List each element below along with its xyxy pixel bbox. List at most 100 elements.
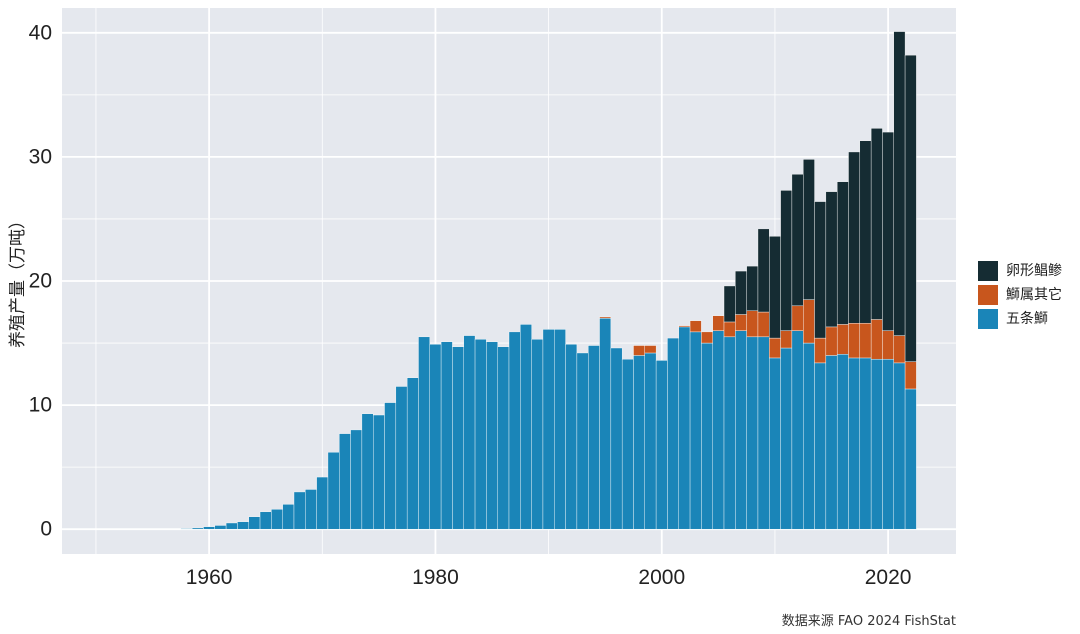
bar-segment: [452, 346, 464, 530]
legend-swatch: [978, 285, 998, 305]
legend-swatch: [978, 261, 998, 281]
bar-segment: [791, 305, 804, 331]
bar-segment: [723, 336, 736, 530]
source-note: 数据来源 FAO 2024 FishStat: [782, 614, 956, 629]
bar-segment: [180, 528, 193, 530]
bar-segment: [757, 336, 770, 530]
x-tick-label: 2020: [865, 566, 912, 589]
bar-segment: [803, 299, 815, 344]
bar-segment: [463, 335, 476, 530]
bar-segment: [791, 330, 804, 530]
bar-segment: [848, 322, 861, 359]
bar-segment: [554, 329, 566, 530]
bar-segment: [531, 339, 544, 530]
bar-segment: [803, 342, 815, 530]
y-axis-label: 养殖产量（万吨）: [8, 212, 28, 348]
bar-segment: [689, 320, 702, 333]
bar-segment: [678, 325, 691, 328]
bar-segment: [791, 174, 804, 307]
bar-segment: [870, 319, 883, 360]
bar-segment: [893, 31, 906, 336]
bar-segment: [870, 358, 883, 530]
bars: [180, 31, 917, 530]
bar-segment: [757, 228, 770, 313]
bar-segment: [814, 201, 827, 339]
bar-segment: [780, 190, 793, 331]
bar-segment: [429, 344, 442, 530]
bar-segment: [825, 326, 838, 356]
bar-segment: [893, 335, 906, 364]
bar-segment: [271, 509, 283, 530]
bar-segment: [542, 329, 555, 530]
bar-segment: [701, 331, 713, 344]
bar-segment: [746, 265, 759, 311]
bar-segment: [859, 322, 872, 359]
legend-label: 鰤属其它: [1006, 286, 1062, 303]
bar-segment: [203, 526, 215, 530]
bar-segment: [259, 511, 272, 530]
bar-segment: [723, 285, 736, 323]
bar-segment: [655, 360, 668, 530]
bar-segment: [825, 355, 838, 530]
bar-segment: [633, 345, 645, 356]
bar-segment: [599, 318, 612, 530]
bar-segment: [191, 527, 204, 530]
y-tick-label: 40: [29, 21, 52, 44]
y-tick-label: 10: [29, 394, 52, 417]
bar-segment: [406, 377, 419, 530]
x-axis: 1960 1980 2000 2020: [186, 566, 912, 589]
bar-segment: [327, 452, 340, 530]
bar-segment: [848, 151, 861, 324]
bar-segment: [497, 346, 510, 530]
bar-segment: [848, 357, 861, 530]
bar-segment: [339, 433, 351, 530]
bar-segment: [576, 352, 589, 530]
bar-segment: [723, 321, 736, 338]
bar-segment: [395, 386, 408, 530]
bar-segment: [689, 331, 702, 530]
bar-segment: [882, 330, 894, 360]
x-tick-label: 1960: [186, 566, 233, 589]
y-tick-label: 30: [29, 145, 52, 168]
bar-segment: [373, 414, 385, 530]
bar-segment: [803, 159, 815, 300]
bar-segment: [757, 311, 770, 338]
bar-segment: [780, 330, 793, 349]
bar-segment: [814, 337, 827, 364]
bar-segment: [621, 358, 634, 530]
bar-segment: [735, 314, 747, 331]
bar-segment: [474, 339, 487, 530]
bar-segment: [644, 352, 657, 530]
bar-segment: [904, 388, 917, 530]
bar-segment: [882, 131, 894, 331]
bar-segment: [508, 331, 521, 530]
bar-segment: [644, 345, 657, 354]
bar-segment: [904, 54, 917, 362]
bar-segment: [418, 336, 430, 530]
bar-segment: [282, 504, 295, 530]
bar-segment: [599, 316, 612, 319]
bar-segment: [882, 358, 894, 530]
bar-segment: [746, 310, 759, 338]
bar-segment: [836, 324, 849, 355]
x-tick-label: 2000: [638, 566, 685, 589]
bar-segment: [237, 521, 249, 530]
bar-segment: [735, 330, 747, 530]
bar-segment: [305, 489, 317, 530]
bar-segment: [248, 516, 261, 530]
bar-segment: [769, 357, 781, 530]
bar-segment: [769, 337, 781, 359]
bar-segment: [746, 336, 759, 530]
bar-segment: [565, 344, 578, 530]
bar-segment: [712, 330, 725, 530]
bar-segment: [225, 522, 238, 530]
bar-segment: [825, 191, 838, 328]
bar-segment: [859, 140, 872, 324]
bar-segment: [735, 270, 747, 315]
bar-segment: [701, 342, 713, 530]
bar-segment: [904, 361, 917, 390]
y-tick-label: 20: [29, 270, 52, 293]
bar-segment: [440, 341, 453, 530]
